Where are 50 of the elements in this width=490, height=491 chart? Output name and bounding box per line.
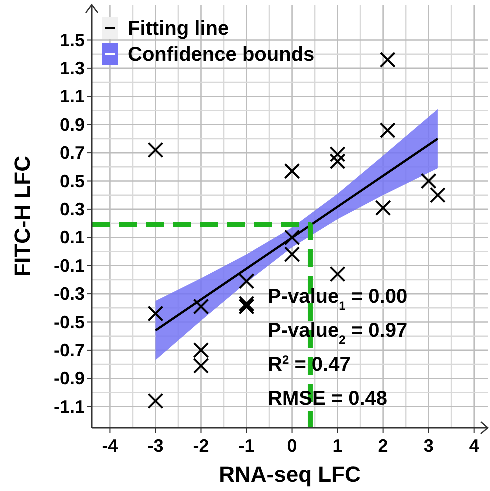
y-tick-label: -0.5 [54, 312, 85, 332]
y-tick-label: 1.1 [60, 86, 85, 107]
point [380, 122, 396, 138]
point [330, 146, 346, 162]
point [284, 163, 300, 180]
y-tick-label: -0.1 [54, 256, 85, 276]
x-tick-label: -2 [193, 436, 210, 456]
point [238, 296, 255, 312]
point [148, 142, 164, 158]
x-axis-title: RNA-seq LFC [219, 462, 361, 487]
point [330, 154, 346, 170]
point [420, 173, 437, 190]
point [148, 393, 164, 410]
x-tick-label: 2 [378, 436, 388, 456]
annotation: P-value$_{2}$ = 0.97 [268, 320, 408, 347]
legend-label: Confidence bounds [128, 44, 315, 66]
point [330, 266, 346, 282]
x-tick-label: 4 [469, 436, 480, 456]
annotation: RMSE = 0.48 [268, 388, 388, 410]
point [193, 298, 210, 315]
y-tick-label: 0.3 [60, 199, 85, 220]
point [193, 358, 210, 374]
x-tick-label: -4 [102, 436, 118, 456]
y-tick-label: -0.3 [54, 284, 85, 304]
point [375, 200, 392, 216]
legend-label: Fitting line [128, 18, 230, 40]
y-tick-label: 0.7 [60, 143, 85, 164]
y-axis-title: FITC-H LFC [10, 156, 35, 277]
point [238, 298, 255, 315]
point [193, 342, 210, 358]
y-tick-label: -1.1 [54, 396, 85, 417]
point [284, 230, 300, 246]
point [238, 273, 255, 290]
y-tick-label: 1.5 [60, 30, 85, 50]
x-tick-label: 1 [332, 436, 343, 456]
x-tick-label: 0 [287, 436, 298, 456]
annotation: P-value$_{1}$ = 0.00 [268, 286, 408, 313]
y-tick-label: 0.9 [60, 114, 85, 135]
x-tick-label: -1 [238, 436, 255, 456]
y-tick-label: -0.9 [54, 368, 85, 389]
y-tick-label: 0.5 [60, 171, 85, 192]
point [430, 187, 446, 204]
x-tick-label: -3 [148, 436, 164, 456]
y-tick-label: -0.7 [54, 340, 85, 360]
point [148, 306, 164, 322]
y-tick-label: 0.1 [60, 228, 85, 248]
point [284, 246, 300, 263]
x-tick-label: 3 [424, 436, 434, 456]
y-tick-label: 1.3 [60, 58, 85, 78]
point [380, 52, 396, 68]
